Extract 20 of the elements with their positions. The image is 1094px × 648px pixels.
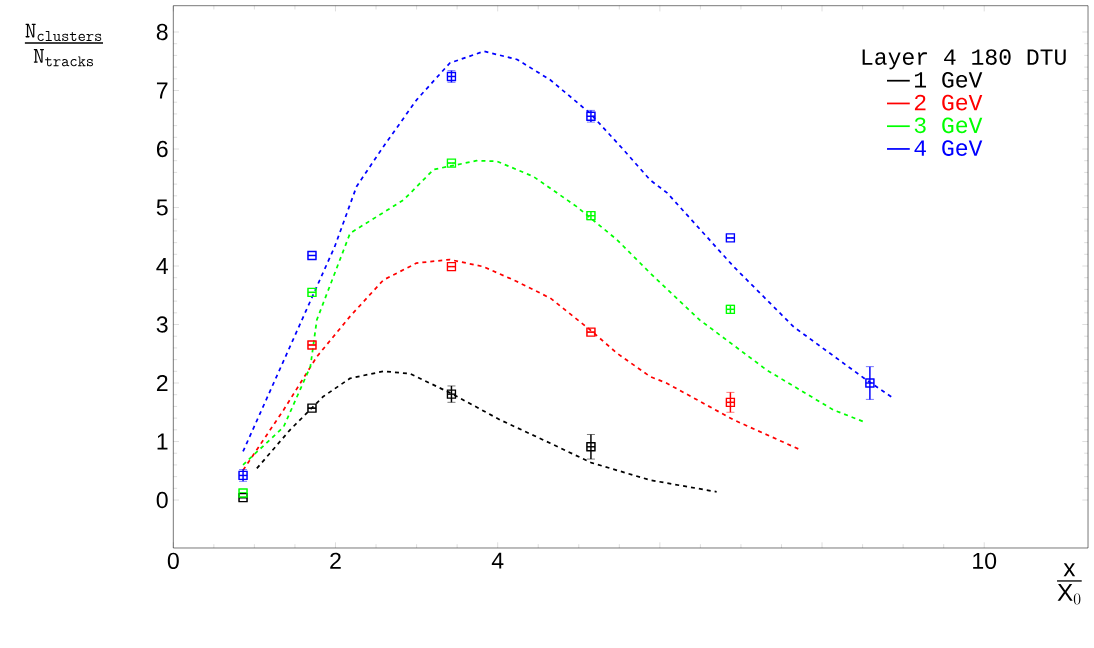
y-axis-title: $\frac{\mathtt{N_{clusters}}}{\mathtt{N_{tracks}}}$ xyxy=(24,23,103,67)
y-tick-label: 6 xyxy=(156,140,168,158)
x-tick-label: 10 xyxy=(973,552,997,570)
y-tick-label: 8 xyxy=(156,23,168,41)
y-tick-label: 7 xyxy=(156,82,168,99)
legend-label: 3 GeV xyxy=(914,117,983,134)
legend-label: 4 GeV xyxy=(914,140,983,156)
x-tick-label: 4 xyxy=(491,552,504,569)
legend-label: 2 GeV xyxy=(914,94,983,111)
x-tick-label: 2 xyxy=(330,552,341,569)
x-tick-label: 0 xyxy=(167,552,179,570)
x-axis-title: $\frac{\mathrm{x}}{\mathrm{X}_0}$ xyxy=(1057,563,1082,605)
y-tick-label: 5 xyxy=(156,199,168,216)
y-tick-label: 3 xyxy=(156,316,168,333)
y-tick-label: 0 xyxy=(156,491,168,509)
y-tick-label: 2 xyxy=(156,374,168,392)
legend-label: 1 GeV xyxy=(914,72,983,88)
legend-title: Layer 4 180 DTU xyxy=(862,49,1066,70)
y-tick-label: 4 xyxy=(156,258,168,274)
y-tick-label: 1 xyxy=(157,433,168,450)
